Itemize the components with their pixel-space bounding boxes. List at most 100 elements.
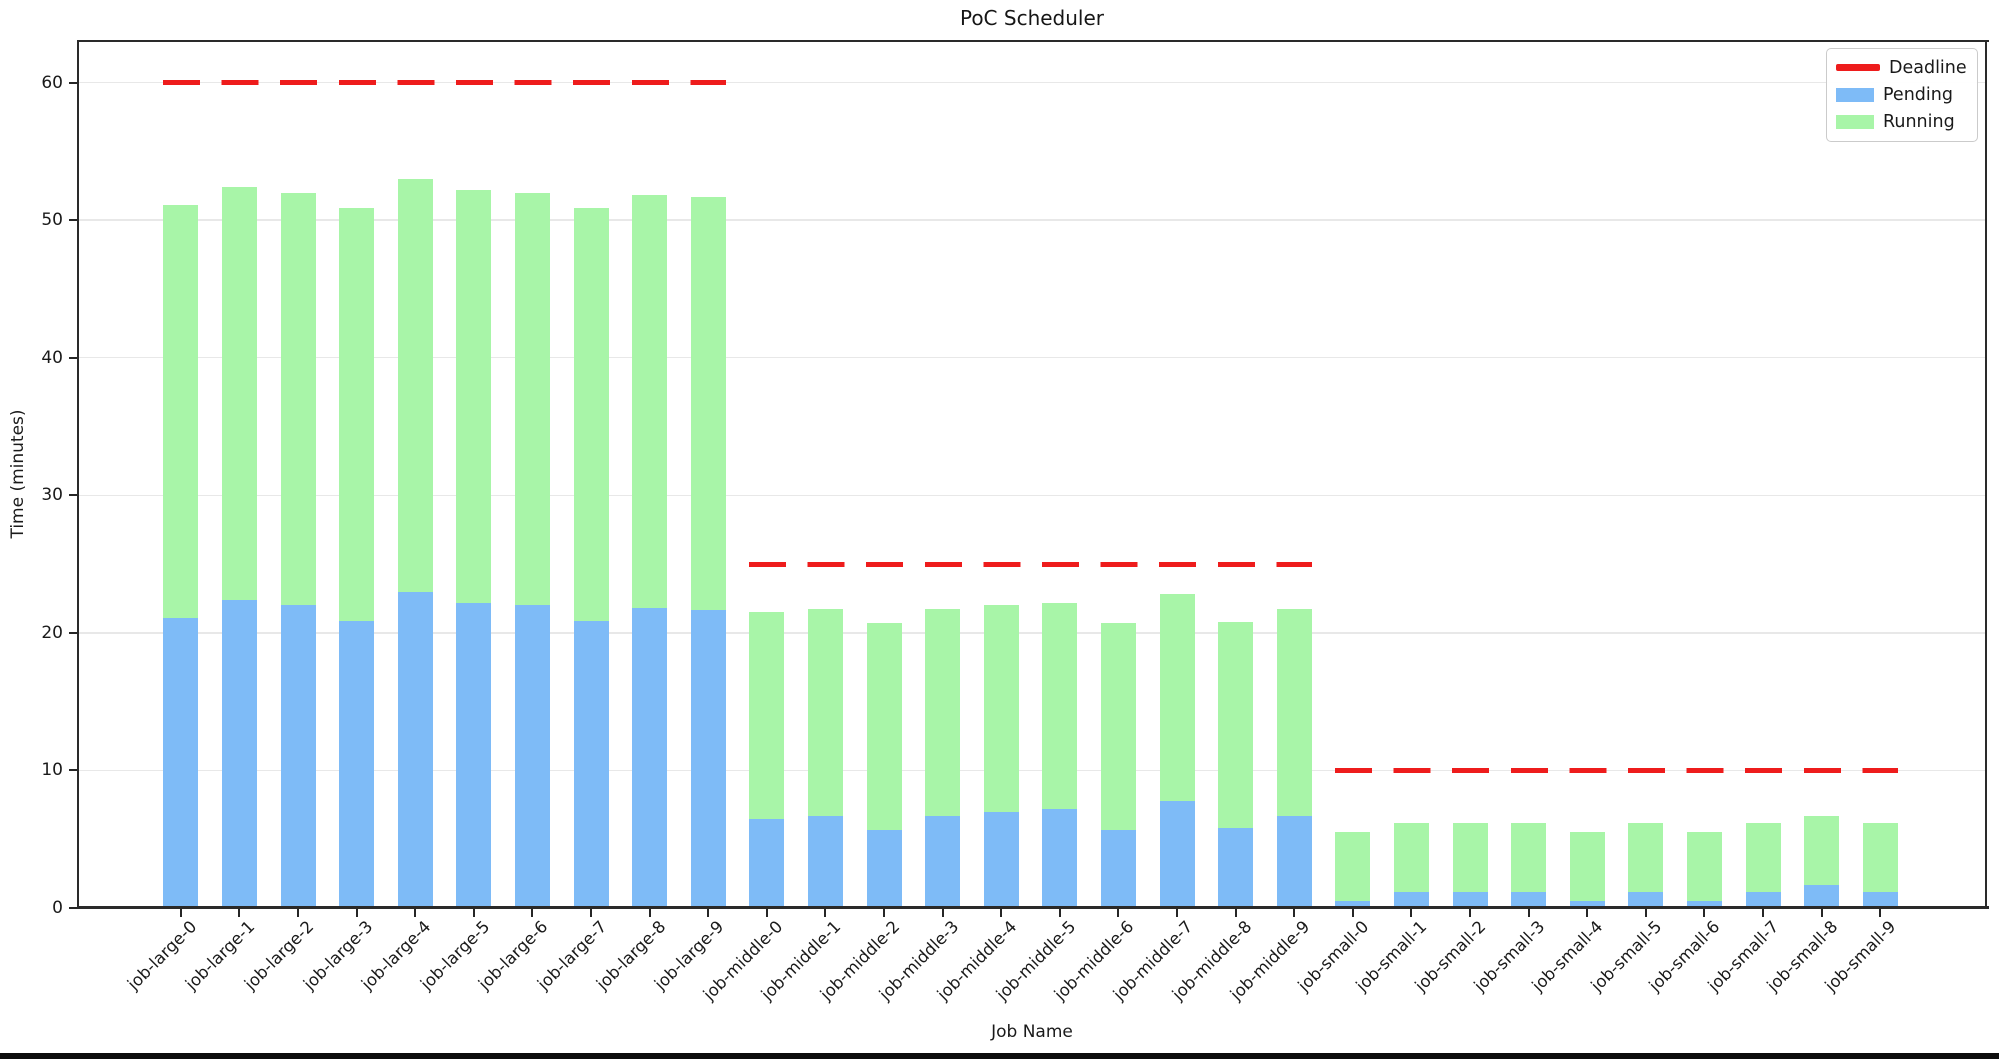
x-tick [531, 909, 534, 917]
legend-label: Deadline [1889, 57, 1967, 78]
bar-segment-pending [807, 815, 843, 908]
legend-label: Running [1883, 112, 1955, 133]
bar-segment-pending [280, 605, 316, 908]
y-tick [69, 769, 77, 772]
bar-segment-pending [1686, 901, 1722, 908]
bar-segment-pending [1452, 891, 1488, 908]
x-axis-line [77, 906, 1989, 909]
bar-segment-running [1393, 822, 1429, 892]
bar-segment-pending [866, 829, 902, 908]
bar-segment-running [807, 609, 843, 816]
y-tick-label: 10 [41, 760, 63, 781]
grid-line [77, 219, 1987, 221]
bar-segment-pending [163, 617, 199, 908]
y-tick-label: 40 [41, 347, 63, 368]
bar-segment-running [1569, 832, 1605, 902]
bar-segment-pending [1745, 891, 1781, 908]
x-tick [238, 909, 241, 917]
deadline-line [163, 80, 726, 86]
y-tick-label: 20 [41, 622, 63, 643]
plot-border-right [1985, 40, 1987, 908]
y-tick [69, 494, 77, 497]
y-tick [69, 631, 77, 634]
bar-segment-pending [1569, 901, 1605, 908]
x-tick [1293, 909, 1296, 917]
bar-segment-pending [1159, 800, 1195, 908]
bar-segment-running [925, 609, 961, 816]
legend-row: Pending [1836, 85, 1968, 105]
x-tick [648, 909, 651, 917]
bar-segment-pending [1218, 828, 1254, 908]
grid-line [77, 356, 1987, 359]
bar-segment-pending [1276, 815, 1312, 908]
bar-segment-running [749, 612, 785, 819]
x-tick [824, 909, 827, 917]
x-tick [941, 909, 944, 917]
bar-segment-pending [925, 815, 961, 908]
plot-border-top [77, 40, 1989, 42]
bar-segment-running [1628, 822, 1664, 892]
bar-segment-running [1862, 822, 1898, 892]
legend-row: Deadline [1836, 58, 1968, 78]
bar-segment-pending [1804, 884, 1840, 908]
x-tick [179, 909, 182, 917]
x-tick [590, 909, 592, 917]
x-tick [1703, 909, 1706, 917]
x-tick [1820, 909, 1823, 917]
bar-segment-pending [690, 609, 726, 908]
bar-segment-running [1511, 822, 1547, 892]
bar-segment-running [1218, 621, 1254, 829]
x-tick [1527, 909, 1530, 917]
y-tick [69, 907, 77, 909]
y-tick [69, 81, 77, 84]
bar-segment-running [1042, 602, 1078, 809]
y-tick-label: 30 [41, 485, 63, 506]
chart-title: PoC Scheduler [959, 6, 1105, 30]
x-tick [1644, 909, 1647, 917]
y-tick-label: 50 [41, 210, 63, 231]
grid-line [77, 632, 1987, 634]
x-tick [414, 909, 417, 917]
legend-swatch-pending [1836, 87, 1874, 102]
bar-segment-pending [632, 608, 668, 908]
x-axis-label: Job Name [991, 1022, 1073, 1042]
bar-segment-pending [1393, 891, 1429, 908]
x-tick [1879, 909, 1882, 917]
bar-segment-running [1159, 594, 1195, 801]
x-tick [883, 909, 885, 917]
bar-segment-running [1686, 832, 1722, 902]
x-tick [1586, 909, 1589, 917]
window-bottom-border [0, 1053, 1999, 1059]
legend: Deadline Pending Running [1826, 48, 1978, 142]
legend-swatch-deadline [1836, 64, 1880, 72]
y-tick [69, 219, 77, 222]
x-tick [1410, 909, 1413, 917]
bar-segment-pending [456, 602, 492, 908]
y-tick-label: 0 [52, 898, 63, 918]
bar-segment-pending [1335, 901, 1371, 908]
bar-segment-pending [514, 605, 550, 908]
bar-segment-running [1452, 822, 1488, 892]
deadline-line [749, 561, 1312, 567]
bar-segment-running [514, 192, 550, 606]
legend-swatch-running [1836, 115, 1874, 130]
bar-segment-running [866, 623, 902, 830]
bar-segment-pending [749, 818, 785, 908]
deadline-line [1335, 767, 1898, 773]
bar-segment-running [1335, 832, 1371, 902]
x-tick [1469, 909, 1471, 917]
x-tick [1117, 909, 1120, 917]
x-tick [297, 909, 299, 917]
bar-segment-pending [397, 591, 433, 908]
bar-segment-running [456, 189, 492, 603]
grid-line [77, 769, 1987, 772]
bar-segment-running [163, 205, 199, 618]
legend-label: Pending [1883, 84, 1953, 105]
bar-segment-pending [1511, 891, 1547, 908]
x-tick [1176, 909, 1178, 917]
grid-line [77, 494, 1987, 497]
x-tick [472, 909, 475, 917]
x-tick [1762, 909, 1764, 917]
bar-segment-pending [339, 620, 375, 908]
